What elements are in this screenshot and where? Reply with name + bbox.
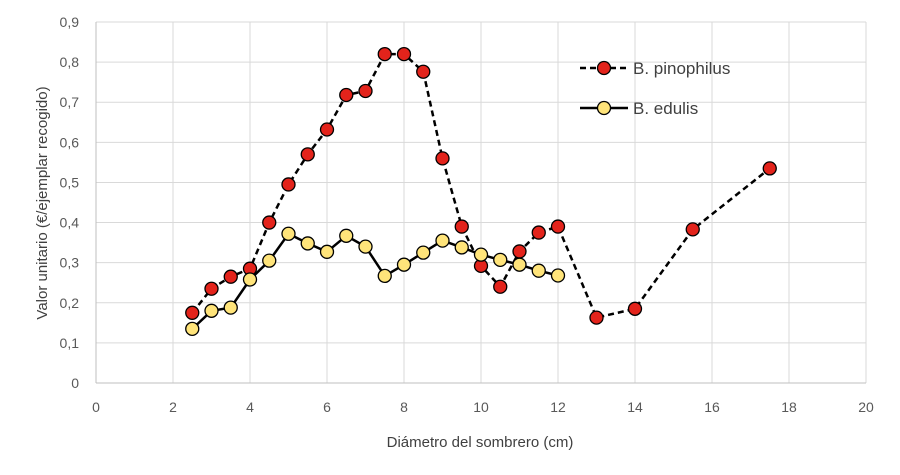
x-tick-label: 18 [781, 399, 797, 415]
data-point [550, 219, 566, 234]
data-point [242, 272, 258, 287]
data-point [300, 147, 315, 162]
y-tick-label: 0,9 [60, 14, 80, 30]
data-point [204, 281, 219, 296]
data-point [589, 310, 604, 325]
data-point [223, 269, 238, 284]
data-point [454, 240, 469, 255]
data-point [204, 303, 219, 318]
x-tick-label: 4 [246, 399, 254, 415]
data-point [319, 244, 335, 259]
data-point [396, 46, 412, 62]
x-tick-label: 20 [858, 399, 874, 415]
data-point [358, 83, 373, 99]
data-point [262, 253, 277, 268]
data-point [493, 279, 508, 294]
data-point [627, 301, 643, 316]
data-point [512, 257, 527, 272]
data-point [685, 222, 700, 237]
y-tick-label: 0,1 [60, 335, 80, 351]
x-tick-label: 8 [400, 399, 408, 415]
data-point [531, 225, 546, 240]
data-point [416, 64, 431, 79]
x-tick-label: 0 [92, 399, 100, 415]
data-point [319, 122, 335, 137]
y-tick-label: 0,6 [60, 134, 80, 150]
data-point [358, 239, 373, 254]
data-point [512, 244, 527, 259]
x-tick-label: 16 [704, 399, 720, 415]
data-point [550, 268, 566, 283]
y-tick-label: 0,3 [60, 255, 80, 271]
data-point [531, 263, 546, 278]
data-point [435, 233, 450, 248]
data-point [416, 245, 431, 260]
data-point [396, 257, 412, 272]
x-tick-label: 14 [627, 399, 643, 415]
data-point [339, 228, 354, 243]
data-point [300, 236, 315, 251]
x-tick-label: 6 [323, 399, 331, 415]
series-group [185, 46, 777, 337]
data-point [281, 226, 296, 241]
legend-marker [596, 60, 612, 76]
axes: 0 2 4 6 8 10 12 14 16 18 20 0 0,1 0,2 0,3 0,4 0,5 0,6 0,7 0… [60, 14, 874, 415]
y-axis-title: Valor unitario (€/ejemplar recogido) [34, 86, 51, 319]
data-point [762, 161, 777, 176]
y-tick-label: 0 [71, 375, 79, 391]
y-tick-label: 0,5 [60, 174, 80, 190]
data-point [377, 268, 392, 284]
legend: B. pinophilus B. edulis [580, 59, 730, 118]
x-axis-title: Diámetro del sombrero (cm) [387, 434, 574, 451]
y-tick-label: 0,4 [60, 215, 80, 231]
data-point [435, 151, 450, 166]
data-point [185, 321, 200, 337]
legend-label: B. edulis [633, 99, 698, 118]
series-1 [185, 46, 777, 325]
x-tick-label: 12 [550, 399, 566, 415]
series-line [191, 52, 771, 319]
data-point [223, 300, 238, 315]
data-point [185, 305, 200, 320]
data-point [262, 215, 277, 230]
x-tick-label: 10 [473, 399, 489, 415]
legend-label: B. pinophilus [633, 59, 730, 78]
x-tick-label: 2 [169, 399, 177, 415]
data-point [454, 219, 469, 234]
data-point [339, 87, 354, 103]
y-tick-label: 0,2 [60, 295, 80, 311]
grid [96, 21, 867, 383]
legend-marker [596, 100, 612, 116]
y-tick-label: 0,7 [60, 94, 80, 110]
data-point [377, 46, 392, 62]
y-tick-label: 0,8 [60, 54, 80, 70]
data-point [473, 247, 489, 262]
data-point [493, 252, 508, 268]
data-point [281, 177, 296, 192]
series-2 [185, 226, 566, 337]
